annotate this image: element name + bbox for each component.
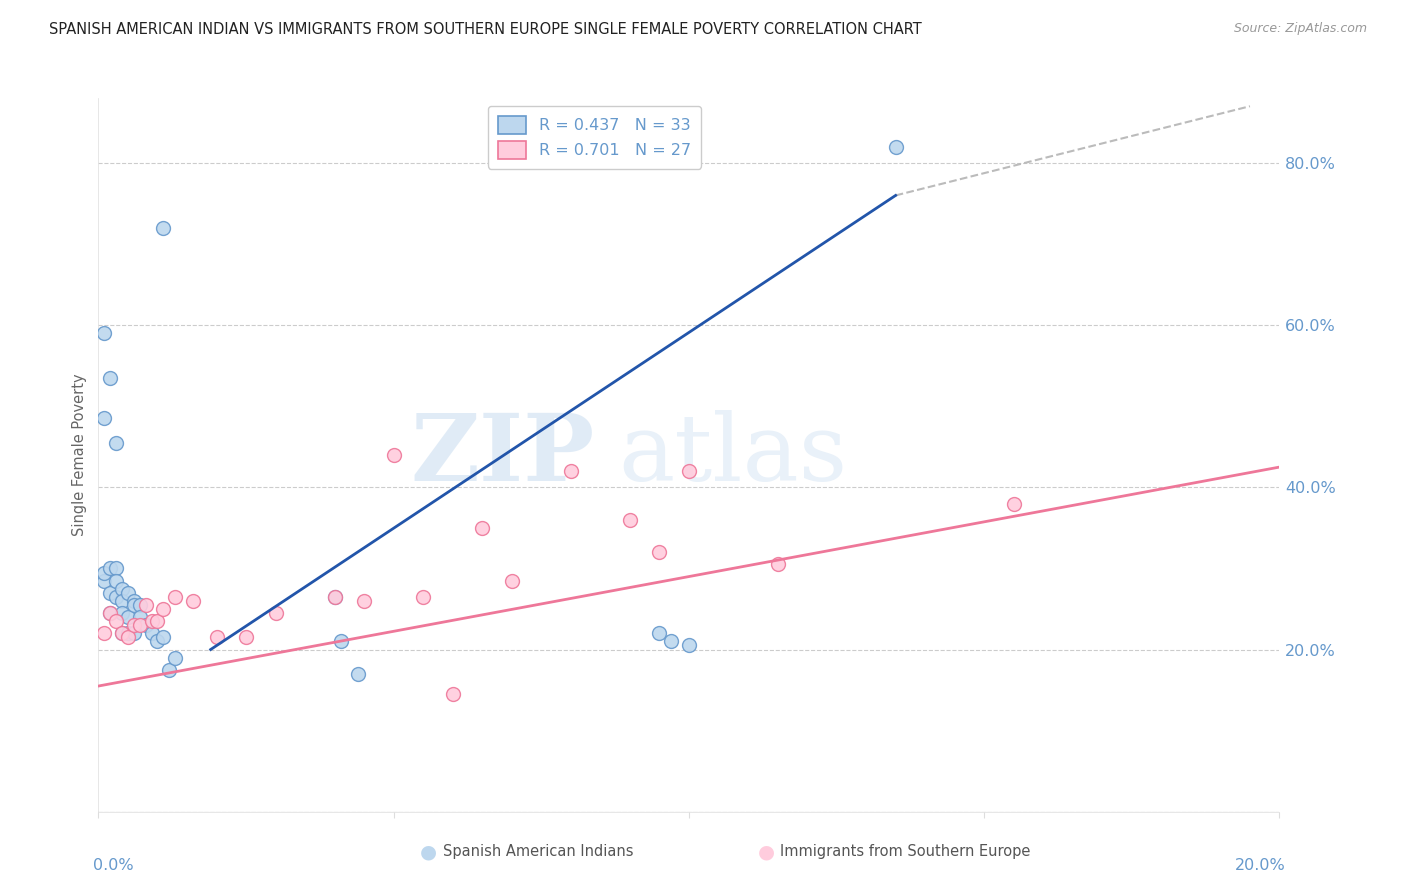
Point [111, 606, 134, 620]
Point [117, 626, 139, 640]
Point [560, 464, 582, 478]
Point [128, 598, 150, 612]
Point [93, 626, 115, 640]
Point [1002, 497, 1025, 511]
Point [619, 513, 641, 527]
Point [141, 626, 163, 640]
Point [471, 521, 494, 535]
Point [135, 598, 157, 612]
Point [329, 634, 352, 648]
Point [93, 411, 115, 425]
Point [98, 606, 121, 620]
Point [264, 606, 287, 620]
Text: 0.0%: 0.0% [93, 858, 134, 873]
Point [105, 561, 128, 575]
Point [165, 590, 187, 604]
Point [382, 448, 405, 462]
Point [648, 545, 671, 559]
Point [766, 558, 789, 572]
Point [111, 594, 134, 608]
Text: ZIP: ZIP [411, 410, 595, 500]
Point [884, 140, 907, 154]
Point [105, 614, 128, 628]
Point [93, 566, 115, 580]
Point [98, 606, 121, 620]
Y-axis label: Single Female Poverty: Single Female Poverty [72, 374, 87, 536]
Point [122, 598, 145, 612]
Point [98, 586, 121, 600]
Point [323, 590, 346, 604]
Text: ●: ● [758, 842, 775, 862]
Point [353, 594, 375, 608]
Point [128, 618, 150, 632]
Point [117, 631, 139, 645]
Text: atlas: atlas [619, 410, 848, 500]
Point [146, 614, 169, 628]
Point [122, 618, 145, 632]
Point [152, 220, 174, 235]
Point [678, 464, 700, 478]
Point [141, 614, 163, 628]
Point [105, 590, 128, 604]
Point [135, 618, 157, 632]
Point [152, 631, 174, 645]
Point [93, 326, 115, 341]
Point [122, 626, 145, 640]
Point [659, 634, 682, 648]
Point [98, 371, 121, 385]
Point [678, 639, 700, 653]
Point [98, 561, 121, 575]
Point [111, 626, 134, 640]
Text: ●: ● [420, 842, 437, 862]
Point [122, 594, 145, 608]
Point [205, 631, 228, 645]
Point [235, 631, 257, 645]
Point [128, 610, 150, 624]
Point [165, 650, 187, 665]
Point [111, 582, 134, 596]
Point [501, 574, 523, 588]
Point [152, 602, 174, 616]
Point [105, 574, 128, 588]
Point [105, 435, 128, 450]
Text: Spanish American Indians: Spanish American Indians [443, 845, 633, 859]
Point [157, 663, 180, 677]
Text: 20.0%: 20.0% [1234, 858, 1285, 873]
Point [181, 594, 204, 608]
Text: Source: ZipAtlas.com: Source: ZipAtlas.com [1233, 22, 1367, 36]
Point [441, 687, 464, 701]
Point [648, 626, 671, 640]
Point [111, 626, 134, 640]
Point [412, 590, 434, 604]
Point [146, 634, 169, 648]
Text: SPANISH AMERICAN INDIAN VS IMMIGRANTS FROM SOUTHERN EUROPE SINGLE FEMALE POVERTY: SPANISH AMERICAN INDIAN VS IMMIGRANTS FR… [49, 22, 922, 37]
Point [117, 586, 139, 600]
Point [347, 666, 370, 681]
Point [93, 574, 115, 588]
Point [323, 590, 346, 604]
Point [117, 610, 139, 624]
Legend: R = 0.437   N = 33, R = 0.701   N = 27: R = 0.437 N = 33, R = 0.701 N = 27 [488, 106, 700, 169]
Text: Immigrants from Southern Europe: Immigrants from Southern Europe [780, 845, 1031, 859]
